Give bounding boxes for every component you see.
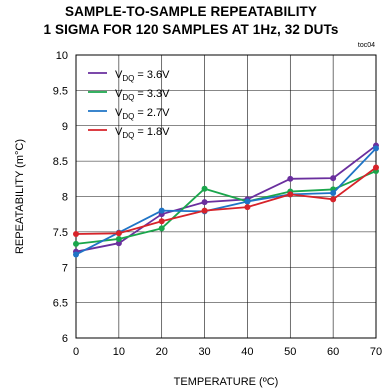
x-tick-label: 20	[156, 346, 168, 358]
y-axis-label: REPEATABILITY (m°C)	[14, 139, 26, 254]
data-point	[244, 198, 251, 205]
plot-frame	[75, 54, 377, 339]
series-line-2	[75, 147, 377, 256]
data-point	[287, 191, 294, 198]
data-point	[158, 225, 165, 232]
data-point	[158, 218, 165, 225]
legend: VDQ = 3.6V VDQ = 3.3V VDQ = 2.7V VDQ = 1.8V	[88, 69, 170, 140]
y-tick-label: 6.5	[53, 298, 68, 310]
chart-title: SAMPLE-TO-SAMPLE REPEATABILITY	[64, 4, 317, 19]
data-point	[330, 196, 337, 203]
data-point	[287, 175, 294, 182]
data-point	[201, 185, 208, 192]
data-point	[201, 207, 208, 214]
y-tick-label: 9	[62, 121, 68, 133]
series-line-1	[75, 170, 377, 245]
data-point	[158, 207, 165, 214]
y-tick-label: 7	[62, 262, 68, 274]
legend-label-3: VDQ = 1.8V	[115, 126, 170, 140]
data-point	[73, 251, 79, 258]
series-group	[73, 142, 379, 258]
data-point	[373, 145, 379, 152]
y-tick-label: 7.5	[53, 227, 68, 239]
x-tick-label: 10	[113, 346, 125, 358]
data-point	[330, 189, 337, 196]
data-point	[373, 164, 379, 171]
x-ticks: 0 10 20 30 40 50 60 70	[73, 346, 382, 358]
data-point	[73, 240, 79, 247]
data-point	[115, 230, 122, 237]
y-tick-label: 10	[56, 50, 68, 62]
y-tick-label: 9.5	[53, 85, 68, 97]
x-tick-label: 0	[73, 346, 79, 358]
legend-label-0: VDQ = 3.6V	[115, 69, 170, 83]
series-line-3	[75, 166, 377, 235]
chart-subtitle: 1 SIGMA FOR 120 SAMPLES AT 1Hz, 32 DUTs	[43, 22, 339, 37]
data-point	[115, 240, 122, 247]
x-tick-label: 70	[370, 346, 382, 358]
data-point	[73, 230, 79, 237]
x-axis-label: TEMPERATURE (ºC)	[174, 376, 279, 388]
data-point	[330, 175, 337, 182]
x-tick-label: 60	[327, 346, 339, 358]
series-line-0	[75, 144, 377, 253]
data-point	[244, 204, 251, 211]
y-ticks: 6 6.5 7 7.5 8 8.5 9 9.5 10	[53, 50, 68, 345]
y-tick-label: 6	[62, 333, 68, 345]
x-tick-label: 40	[241, 346, 253, 358]
legend-label-1: VDQ = 3.3V	[115, 88, 170, 102]
x-tick-label: 30	[198, 346, 210, 358]
data-point	[115, 235, 122, 242]
legend-label-2: VDQ = 2.7V	[115, 107, 170, 121]
data-point	[201, 199, 208, 206]
x-tick-label: 50	[284, 346, 296, 358]
y-tick-label: 8.5	[53, 156, 68, 168]
chart-code: toc04	[358, 42, 375, 49]
y-tick-label: 8	[62, 192, 68, 204]
